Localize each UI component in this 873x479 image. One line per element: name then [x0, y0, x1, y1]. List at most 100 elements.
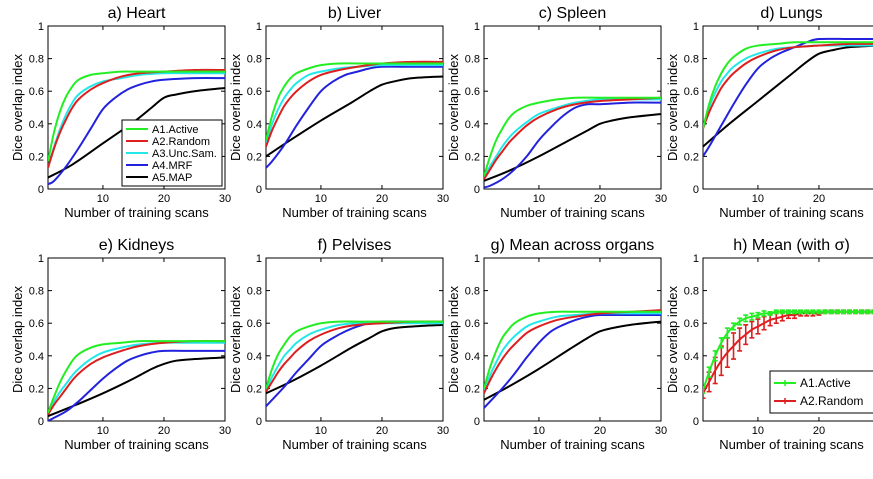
series-line-a5-map: [266, 323, 443, 395]
series-line-a3-unc-sam-: [48, 72, 225, 169]
y-tick-label: 1: [256, 21, 262, 33]
y-tick-label: 0: [38, 184, 44, 196]
y-axis-label: Dice overlap index: [10, 54, 25, 161]
y-tick-label: 0: [693, 416, 699, 428]
y-tick-label: 0: [474, 184, 480, 196]
legend: A1.ActiveA2.RandomA3.Unc.Sam.A4.MRFA5.MA…: [121, 119, 223, 187]
y-tick-label: 0.2: [29, 383, 44, 395]
axes-box: [483, 25, 662, 190]
x-tick-label: 20: [594, 193, 606, 205]
legend: A1.Active A2.Random: [769, 370, 873, 414]
panel-7: g) Mean across organs 0 0.2 0.4 0.6 0.8 1 10 20 3…: [446, 237, 667, 452]
panel-title: g) Mean across organs: [491, 237, 655, 254]
legend-label: A5.MAP: [152, 172, 192, 184]
legend-label: A4.MRF: [152, 160, 193, 172]
y-tick-label: 1: [38, 253, 44, 265]
y-tick-label: 0.2: [684, 383, 699, 395]
axes-box: [483, 257, 662, 422]
series-line-a1-active: [48, 70, 225, 162]
axes-box: [265, 25, 444, 190]
y-tick-label: 0: [38, 416, 44, 428]
series-line-a4-mrf: [703, 37, 873, 157]
y-tick-label: 0.6: [684, 86, 699, 98]
panel-1: a) Heart 0 0.2 0.4 0.6 0.8 1 10 20 30 Number of tr…: [10, 5, 231, 220]
series-line-a4-mrf: [484, 101, 661, 189]
x-tick-label: 10: [752, 425, 764, 437]
x-tick-label: 30: [219, 193, 231, 205]
x-axis-label: Number of training scans: [719, 437, 864, 452]
series-line-a2-random: [266, 320, 443, 393]
y-tick-label: 1: [256, 253, 262, 265]
series-line-a1-active: [48, 340, 225, 414]
y-axis-label: Dice overlap index: [665, 286, 680, 393]
y-tick-label: 0.4: [465, 119, 480, 131]
y-axis-label: Dice overlap index: [10, 286, 25, 393]
panel-title: d) Lungs: [760, 5, 822, 22]
series-line-a2-random: [484, 309, 661, 394]
y-tick-label: 0.8: [247, 54, 262, 66]
legend-label: A2.Random: [800, 394, 863, 408]
panel-8: h) Mean (with σ)00.20.40.60.81102030Numb…: [665, 237, 873, 452]
x-tick-label: 20: [376, 193, 388, 205]
x-axis-label: Number of training scans: [64, 437, 209, 452]
panel-3: c) Spleen 0 0.2 0.4 0.6 0.8 1 10 20 30 Number of t…: [446, 5, 667, 220]
series-line-a4-mrf: [266, 65, 443, 169]
x-tick-label: 30: [219, 425, 231, 437]
x-tick-label: 10: [97, 425, 109, 437]
y-tick-label: 0.2: [29, 151, 44, 163]
x-tick-label: 10: [533, 425, 545, 437]
x-tick-label: 10: [315, 193, 327, 205]
axes-box: [265, 257, 444, 422]
y-tick-label: 0.8: [465, 286, 480, 298]
axes-box: [702, 257, 873, 422]
y-axis-label: Dice overlap index: [665, 54, 680, 161]
series-group: [484, 96, 661, 189]
axes-box: [47, 25, 226, 190]
x-tick-label: 30: [655, 425, 667, 437]
series-line-a5-map: [703, 44, 873, 148]
series-line-a3-unc-sam-: [266, 64, 443, 144]
y-tick-label: 1: [474, 253, 480, 265]
series-line-a5-map: [48, 86, 225, 179]
y-tick-label: 0.8: [29, 54, 44, 66]
y-tick-label: 0.8: [247, 286, 262, 298]
x-tick-label: 30: [437, 193, 449, 205]
y-axis-label: Dice overlap index: [446, 54, 461, 161]
x-axis-label: Number of training scans: [500, 205, 645, 220]
y-tick-label: 0.8: [684, 54, 699, 66]
x-axis-label: Number of training scans: [719, 205, 864, 220]
series-line-a2-random: [48, 340, 225, 416]
panel-title: h) Mean (with σ): [733, 237, 850, 254]
y-tick-label: 1: [693, 21, 699, 33]
y-tick-label: 0.4: [684, 119, 699, 131]
y-tick-label: 0.6: [29, 86, 44, 98]
y-tick-label: 0.4: [29, 351, 44, 363]
series-line-a5-map: [484, 113, 661, 182]
axes-box: [702, 25, 873, 190]
series-line-a1-active: [484, 310, 661, 389]
y-tick-label: 0.6: [684, 318, 699, 330]
series-line-a1-active: [484, 96, 661, 177]
y-tick-label: 0: [474, 416, 480, 428]
x-axis-label: Number of training scans: [282, 437, 427, 452]
panel-title: f) Pelvises: [318, 237, 392, 254]
series-line-a2-random: [266, 60, 443, 147]
y-axis-label: Dice overlap index: [446, 286, 461, 393]
y-tick-label: 0.8: [465, 54, 480, 66]
series-group: [48, 68, 225, 186]
series-line-a5-map: [484, 320, 661, 401]
y-tick-label: 0.2: [465, 383, 480, 395]
series-group: [266, 320, 443, 408]
series-line-a5-map: [266, 75, 443, 158]
y-tick-label: 0.2: [247, 151, 262, 163]
y-tick-label: 0.4: [684, 351, 699, 363]
series-group: [48, 340, 225, 421]
x-tick-label: 10: [533, 193, 545, 205]
x-tick-label: 10: [97, 193, 109, 205]
series-group: [703, 309, 873, 399]
y-tick-label: 0: [693, 184, 699, 196]
y-tick-label: 0.8: [684, 286, 699, 298]
series-group: [703, 37, 873, 157]
panel-title: b) Liver: [328, 5, 382, 22]
y-tick-label: 0.8: [29, 286, 44, 298]
